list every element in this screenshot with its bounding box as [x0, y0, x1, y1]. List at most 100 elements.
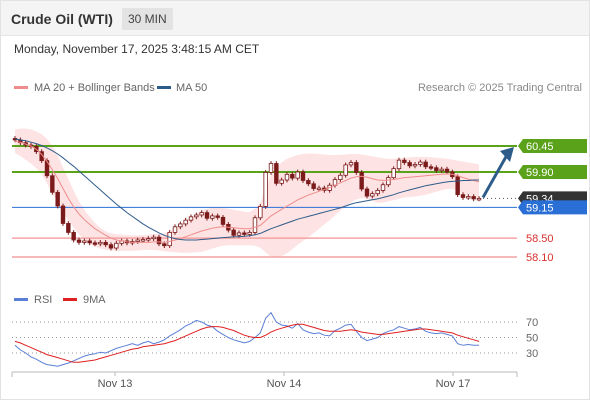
- candle-body: [215, 215, 220, 218]
- bollinger-band: [15, 128, 479, 258]
- candle-body: [471, 196, 476, 200]
- forecast-arrow-head: [500, 147, 514, 162]
- candle-body: [247, 232, 252, 235]
- candle-body: [82, 240, 87, 243]
- candle-body: [316, 187, 322, 190]
- legend-swatch-ma50: [157, 86, 171, 89]
- candle-body: [50, 175, 55, 193]
- candle-body: [295, 171, 300, 179]
- candle-body: [338, 174, 343, 180]
- candle-body: [156, 236, 162, 245]
- x-tick-label: Nov 13: [98, 378, 133, 390]
- candle-body: [455, 176, 460, 196]
- legend-label-rsi: RSI: [34, 294, 52, 306]
- candle-body: [402, 159, 407, 163]
- candle-body: [407, 162, 412, 167]
- legend-label-ma50: MA 50: [176, 82, 207, 94]
- candle-body: [274, 163, 279, 184]
- instrument-title: Crude Oil (WTI): [11, 11, 113, 27]
- candle-body: [220, 216, 226, 225]
- credit-text: Research © 2025 Trading Central: [418, 82, 582, 94]
- level-tag-60.45: [518, 139, 587, 153]
- candle-body: [236, 232, 242, 236]
- candle-body: [466, 196, 471, 199]
- candle-body: [44, 160, 50, 177]
- candle-body: [140, 239, 146, 242]
- candle-body: [172, 226, 178, 233]
- forecast-arrow-shaft: [481, 154, 509, 199]
- rsi-ma-line: [14, 323, 480, 363]
- candle-body: [412, 164, 418, 167]
- legend-swatch-rsi: [14, 298, 28, 301]
- candle-body: [98, 241, 103, 245]
- rsi-tick-label: 30: [526, 348, 538, 360]
- candle-body: [391, 168, 396, 179]
- candle-body: [284, 173, 290, 181]
- candle-body: [380, 184, 386, 191]
- candle-body: [268, 163, 274, 173]
- x-tick-label: Nov 17: [436, 378, 471, 390]
- candle-body: [114, 242, 119, 249]
- candle-body: [103, 241, 108, 246]
- candle-body: [434, 167, 439, 171]
- level-tag-label: 59.15: [526, 202, 554, 214]
- candle-body: [476, 198, 482, 201]
- candle-body: [428, 166, 434, 169]
- ma50-line: [14, 138, 479, 241]
- candle-body: [194, 214, 199, 218]
- candle-body: [375, 189, 380, 195]
- candle-body: [396, 159, 402, 170]
- x-tick-label: Nov 14: [267, 378, 302, 390]
- candle-body: [162, 243, 167, 247]
- candle-body: [252, 217, 258, 233]
- candle-body: [279, 179, 284, 184]
- ma20-line: [14, 140, 480, 243]
- candle-body: [71, 232, 76, 241]
- timeframe-button[interactable]: 30 MIN: [122, 8, 173, 30]
- level-tag-label: 60.45: [526, 141, 554, 153]
- candle-body: [418, 161, 423, 165]
- candle-body: [343, 164, 348, 176]
- rsi-line: [14, 311, 479, 367]
- candle-body: [60, 205, 66, 224]
- level-tag-label: 58.10: [526, 252, 554, 264]
- candle-body: [199, 212, 204, 216]
- legend-label-bollinger: MA 20 + Bollinger Bands: [34, 82, 155, 94]
- legend-label-rsi-ma: 9MA: [83, 294, 106, 306]
- level-tag-59.90: [518, 164, 587, 179]
- candle-body: [231, 229, 236, 236]
- candle-body: [359, 172, 364, 190]
- legend-swatch-rsi-ma: [63, 298, 77, 301]
- candle-body: [364, 188, 370, 197]
- candle-body: [242, 232, 247, 235]
- header-bar: Crude Oil (WTI) 30 MIN: [1, 1, 589, 36]
- level-tag-label: 58.50: [526, 233, 554, 245]
- candle-body: [188, 216, 194, 221]
- candle-body: [204, 212, 210, 219]
- candle-body: [210, 215, 215, 219]
- rsi-tick-label: 50: [526, 333, 538, 345]
- candle-body: [151, 236, 156, 240]
- legend-swatch-bollinger: [14, 86, 28, 89]
- candle-body: [354, 162, 359, 173]
- candle-body: [146, 238, 151, 241]
- rsi-tick-label: 70: [526, 317, 538, 329]
- candle-body: [444, 168, 450, 173]
- candle-body: [290, 173, 295, 179]
- candle-body: [167, 232, 172, 247]
- candle-body: [460, 194, 466, 198]
- candle-body: [263, 172, 268, 207]
- candle-body: [348, 162, 354, 166]
- candle-body: [87, 240, 92, 244]
- candle-body: [55, 191, 60, 207]
- level-tag-label: 59.90: [526, 167, 554, 179]
- candle-body: [439, 168, 444, 172]
- level-tag-59.15: [518, 200, 587, 215]
- candle-body: [183, 219, 188, 225]
- candle-body: [178, 223, 183, 228]
- candle-body: [311, 183, 316, 189]
- candle-body: [423, 161, 428, 168]
- candle-body: [66, 223, 71, 233]
